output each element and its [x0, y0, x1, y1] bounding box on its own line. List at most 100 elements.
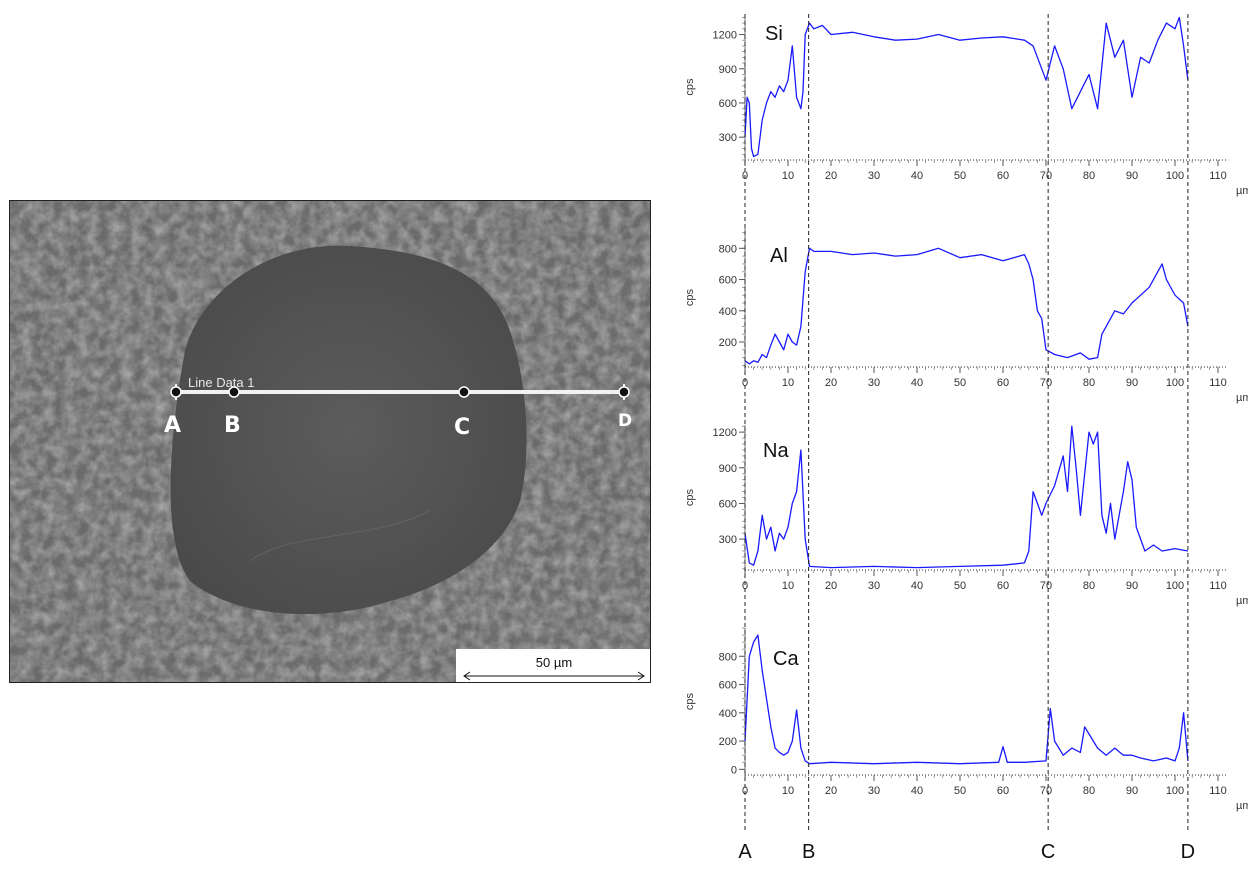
element-label-si: Si [765, 23, 783, 45]
x-tick-label: 50 [954, 170, 966, 182]
x-unit-label: µm [1236, 800, 1248, 812]
y-tick-label: 400 [719, 708, 737, 720]
point-c-marker [458, 386, 470, 398]
x-tick-label: 110 [1209, 785, 1227, 797]
element-label-na: Na [763, 440, 789, 462]
x-tick-label: 80 [1083, 170, 1095, 182]
x-tick-label: 100 [1166, 170, 1184, 182]
x-unit-label: µm [1236, 595, 1248, 607]
x-tick-label: 20 [825, 170, 837, 182]
series-line-si [744, 16, 1189, 158]
chart-si: 30060090012000102030405060708090100110µm… [684, 14, 1248, 197]
y-tick-label: 600 [719, 98, 737, 110]
y-tick-label: 600 [719, 680, 737, 692]
element-label-ca: Ca [773, 648, 799, 670]
y-tick-label: 1200 [713, 427, 737, 439]
y-tick-label: 0 [731, 764, 737, 776]
x-tick-label: 30 [868, 377, 880, 389]
y-tick-label: 800 [719, 243, 737, 255]
y-tick-label: 800 [719, 651, 737, 663]
x-tick-label: 90 [1126, 170, 1138, 182]
x-tick-label: 110 [1209, 377, 1227, 389]
x-tick-label: 70 [1040, 170, 1052, 182]
point-a-marker [170, 386, 182, 398]
bottom-marker-d: D [1181, 841, 1195, 863]
element-label-al: Al [770, 245, 788, 267]
scale-bar-arrow [463, 671, 645, 681]
y-axis-label: cps [684, 692, 696, 710]
x-tick-label: 100 [1166, 580, 1184, 592]
y-tick-label: 1200 [713, 30, 737, 42]
x-tick-label: 50 [954, 377, 966, 389]
x-tick-label: 20 [825, 580, 837, 592]
x-unit-label: µm [1236, 185, 1248, 197]
x-tick-label: 40 [911, 377, 923, 389]
x-tick-label: 10 [782, 580, 794, 592]
sem-micrograph: Line Data 1 A B C D 50 µm [9, 200, 651, 683]
x-tick-label: 60 [997, 785, 1009, 797]
chart-ca: 02004006008000102030405060708090100110µm… [684, 627, 1248, 812]
x-tick-label: 100 [1166, 785, 1184, 797]
x-tick-label: 50 [954, 785, 966, 797]
x-tick-label: 20 [825, 377, 837, 389]
series-line-na [744, 425, 1189, 569]
y-tick-label: 300 [719, 132, 737, 144]
point-d-marker [618, 386, 630, 398]
sem-point-label-b: B [224, 413, 241, 438]
x-tick-label: 40 [911, 170, 923, 182]
chart-na: 300 600 900 1200 0 10 20 30 40 50 60 70 80 90 100 110 µm… [684, 425, 1248, 607]
scale-bar: 50 µm [456, 649, 650, 682]
x-tick-label: 70 [1040, 580, 1052, 592]
y-axis-label: cps [684, 78, 696, 96]
x-tick-label: 80 [1083, 580, 1095, 592]
y-tick-label: 400 [719, 306, 737, 318]
x-tick-label: 60 [997, 170, 1009, 182]
sem-point-label-d: D [618, 411, 633, 431]
x-tick-label: 40 [911, 580, 923, 592]
line-scan-overlay [170, 384, 630, 400]
x-tick-label: 70 [1040, 785, 1052, 797]
x-tick-label: 30 [868, 170, 880, 182]
sem-point-label-c: C [454, 415, 471, 440]
chart-al: 200 400 600 800 0 10 20 30 40 50 60 70 80 90 100 110 µm c… [684, 228, 1248, 404]
x-tick-label: 10 [782, 377, 794, 389]
x-tick-label: 0 [742, 377, 748, 389]
sem-point-label-a: A [164, 413, 182, 438]
x-tick-label: 60 [997, 377, 1009, 389]
y-tick-label: 300 [719, 534, 737, 546]
x-tick-label: 0 [742, 580, 748, 592]
x-tick-label: 90 [1126, 580, 1138, 592]
sem-texture [10, 201, 650, 682]
bottom-marker-b: B [802, 841, 815, 863]
x-tick-label: 40 [911, 785, 923, 797]
bottom-marker-c: C [1041, 841, 1055, 863]
y-tick-label: 900 [719, 463, 737, 475]
y-axis-label: cps [684, 288, 696, 306]
scale-bar-label: 50 µm [535, 655, 573, 670]
y-tick-label: 900 [719, 64, 737, 76]
x-tick-label: 60 [997, 580, 1009, 592]
series-line-ca [744, 634, 1189, 765]
line-data-label: Line Data 1 [188, 375, 255, 390]
x-tick-label: 90 [1126, 785, 1138, 797]
x-tick-label: 10 [782, 785, 794, 797]
y-tick-label: 600 [719, 275, 737, 287]
y-axis-label: cps [684, 488, 696, 506]
x-tick-label: 80 [1083, 377, 1095, 389]
y-tick-label: 600 [719, 498, 737, 510]
x-tick-label: 80 [1083, 785, 1095, 797]
x-tick-label: 20 [825, 785, 837, 797]
x-tick-label: 10 [782, 170, 794, 182]
x-tick-label: 110 [1209, 170, 1227, 182]
x-tick-label: 50 [954, 580, 966, 592]
x-tick-label: 30 [868, 785, 880, 797]
point-b-marker [228, 386, 240, 398]
x-tick-label: 100 [1166, 377, 1184, 389]
x-tick-label: 70 [1040, 377, 1052, 389]
bottom-marker-a: A [738, 841, 752, 863]
y-tick-label: 200 [719, 736, 737, 748]
y-tick-label: 200 [719, 337, 737, 349]
series-line-al [744, 247, 1189, 365]
x-tick-label: 90 [1126, 377, 1138, 389]
x-unit-label: µm [1236, 392, 1248, 404]
